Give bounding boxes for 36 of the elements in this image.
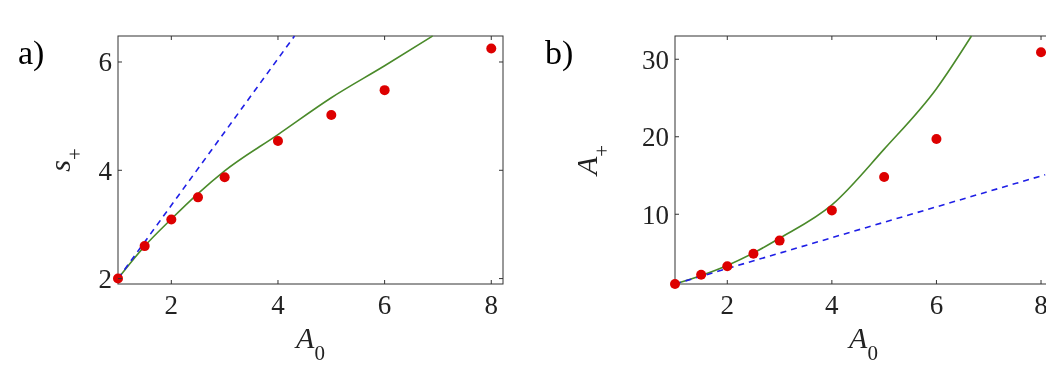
point bbox=[826, 205, 837, 216]
x-tick-label: 6 bbox=[377, 290, 392, 320]
point bbox=[166, 214, 177, 225]
point bbox=[722, 261, 733, 272]
y-tick-label: 30 bbox=[642, 44, 669, 75]
x-tick-label: 8 bbox=[484, 290, 499, 320]
point bbox=[696, 269, 707, 280]
chart-title: b) bbox=[545, 34, 574, 72]
point bbox=[774, 235, 785, 246]
point bbox=[272, 136, 283, 147]
chart-title: a) bbox=[18, 34, 45, 72]
point bbox=[748, 248, 759, 259]
point bbox=[139, 241, 150, 252]
y-tick-label: 20 bbox=[642, 122, 669, 153]
x-axis-title: A$_{0}$ bbox=[294, 321, 325, 365]
point bbox=[670, 279, 680, 289]
y-tick-label: 6 bbox=[98, 47, 112, 78]
x-axis-title: A$_{0}$ bbox=[847, 321, 878, 365]
y-tick-label: 10 bbox=[642, 199, 669, 230]
x-tick-label: 4 bbox=[271, 290, 286, 320]
x-tick-label: 4 bbox=[825, 290, 840, 320]
point bbox=[219, 172, 230, 183]
x-tick-label: 2 bbox=[164, 290, 179, 320]
point bbox=[113, 273, 123, 284]
point bbox=[486, 43, 497, 54]
x-tick-label: 2 bbox=[720, 290, 735, 320]
point bbox=[1036, 47, 1046, 58]
point bbox=[879, 172, 890, 183]
y-tick-label: 2 bbox=[98, 264, 112, 295]
point bbox=[326, 110, 337, 121]
point bbox=[931, 134, 942, 145]
point bbox=[192, 192, 203, 203]
x-tick-label: 8 bbox=[1034, 290, 1048, 320]
point bbox=[379, 85, 390, 96]
y-tick-label: 4 bbox=[98, 155, 113, 186]
x-tick-label: 6 bbox=[929, 290, 944, 320]
